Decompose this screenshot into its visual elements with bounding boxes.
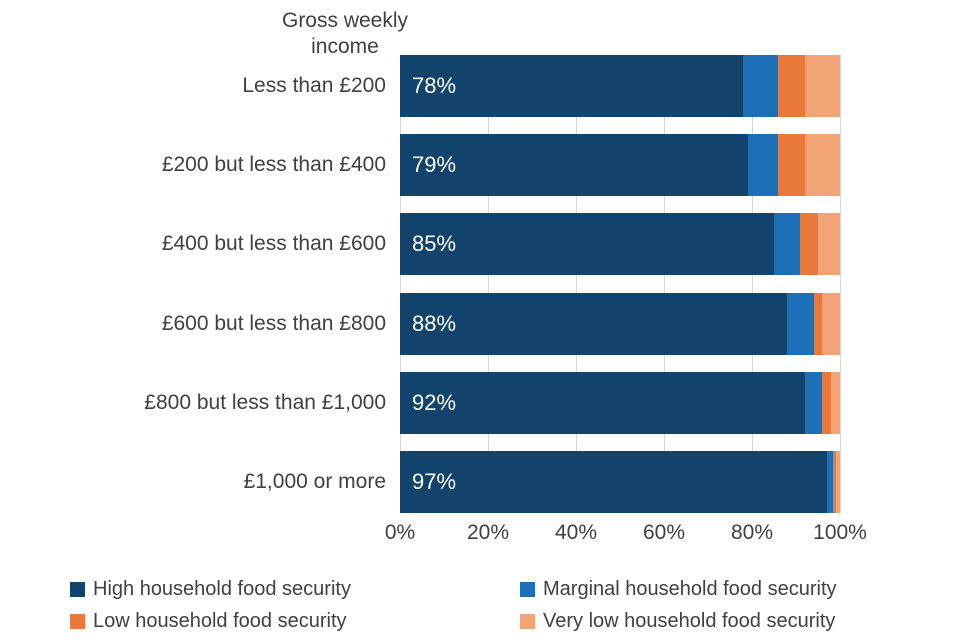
bar-value-label: 78%	[412, 73, 457, 98]
bar-value-label: 88%	[412, 310, 457, 336]
gridlines	[400, 55, 841, 513]
category-label: £200 but less than £400	[161, 153, 386, 177]
x-axis-tick: 100%	[813, 521, 867, 544]
chart-row: £600 but less than £800 88%	[0, 292, 840, 355]
bar-segment	[787, 292, 814, 355]
bar-segment	[826, 450, 834, 513]
x-axis: 0% 20% 40% 60% 80% 100%	[385, 521, 867, 549]
chart-row: £200 but less than £400 79%	[0, 134, 840, 197]
bar-rows: Less than £200 78% £200 but less than £400…	[0, 55, 840, 513]
chart-row: £1,000 or more 97%	[0, 450, 840, 513]
x-axis-tick: 0%	[384, 521, 416, 544]
bar-segment	[831, 371, 840, 434]
stacked-bar: 92%	[400, 371, 840, 434]
y-axis-title: Gross weekly income	[255, 8, 435, 60]
bar-segment	[804, 55, 840, 117]
bar-segment	[400, 371, 805, 434]
bar-segment	[800, 213, 818, 276]
x-axis-tick: 20%	[466, 521, 510, 544]
bar-segment	[774, 213, 801, 276]
bar-segment	[813, 292, 823, 355]
bar-segment	[835, 450, 840, 513]
bar-segment	[400, 213, 774, 276]
gridline	[840, 55, 841, 513]
bar-segment	[817, 213, 840, 276]
y-axis-title-line1: Gross weekly	[281, 9, 409, 32]
gridline	[488, 55, 489, 513]
bar-segment	[822, 292, 840, 355]
bar-segment	[400, 450, 827, 513]
stacked-bar: 88%	[400, 292, 840, 355]
legend-item: Very low household food security	[520, 610, 940, 633]
legend-item: High household food security	[70, 578, 520, 601]
y-axis-title-line2: income	[311, 35, 379, 58]
bar-value-label: 97%	[412, 468, 457, 494]
bar-segment	[804, 371, 823, 434]
bar-segment	[778, 134, 805, 197]
legend-label: Very low household food security	[543, 610, 836, 632]
bar-segment	[743, 55, 779, 117]
legend-swatch-icon	[520, 614, 535, 629]
category-label: £1,000 or more	[243, 469, 386, 493]
stacked-bar: 79%	[400, 134, 840, 197]
bar-segment	[804, 134, 840, 197]
legend-label: Marginal household food security	[543, 578, 837, 600]
x-axis-tick: 40%	[554, 521, 598, 544]
bar-value-label: 85%	[412, 231, 457, 257]
x-axis-tick: 60%	[642, 521, 686, 544]
bar-segment	[833, 450, 836, 513]
legend-swatch-icon	[520, 582, 535, 597]
legend-label: Low household food security	[93, 610, 347, 632]
bar-segment	[822, 371, 832, 434]
stacked-bar: 78%	[400, 55, 840, 117]
legend-swatch-icon	[70, 582, 85, 597]
gridline	[752, 55, 753, 513]
bar-segment	[778, 55, 805, 117]
chart-row: £800 but less than £1,000 92%	[0, 371, 840, 434]
category-label: £400 but less than £600	[161, 232, 386, 256]
category-label: £600 but less than £800	[161, 311, 386, 335]
bar-segment	[400, 134, 748, 197]
gridline	[400, 55, 401, 513]
x-axis-tick: 80%	[730, 521, 774, 544]
legend-label: High household food security	[93, 578, 351, 600]
legend-swatch-icon	[70, 614, 85, 629]
stacked-bar: 97%	[400, 450, 840, 513]
gridline	[576, 55, 577, 513]
bar-segment	[400, 292, 788, 355]
legend-item: Marginal household food security	[520, 578, 940, 601]
legend: High household food security Marginal hou…	[70, 578, 940, 633]
bar-segment	[400, 55, 744, 117]
plot-area: Less than £200 78% £200 but less than £400…	[0, 55, 841, 513]
chart-row: £400 but less than £600 85%	[0, 213, 840, 276]
chart-row: Less than £200 78%	[0, 55, 840, 117]
gridline	[664, 55, 665, 513]
bar-value-label: 92%	[412, 389, 457, 415]
bar-segment	[747, 134, 779, 197]
category-label: £800 but less than £1,000	[144, 390, 386, 414]
stacked-bar: 85%	[400, 213, 840, 276]
legend-item: Low household food security	[70, 610, 520, 633]
category-label: Less than £200	[242, 74, 386, 97]
bar-value-label: 79%	[412, 152, 457, 178]
